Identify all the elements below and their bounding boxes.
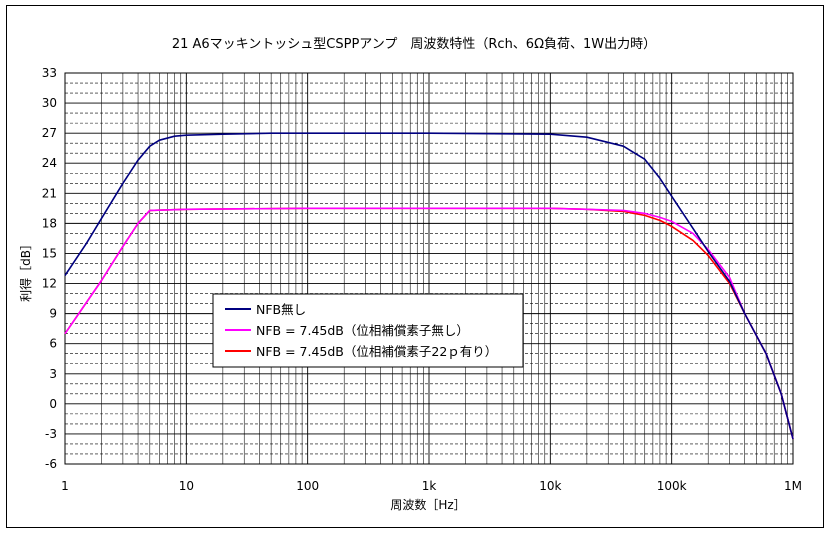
y-tick-label: -6 (45, 457, 57, 471)
x-tick-label: 1 (61, 479, 69, 493)
y-tick-label: 30 (42, 96, 57, 110)
grid (64, 72, 794, 465)
chart-title: 21 A6マッキントッシュ型CSPPアンプ 周波数特性（Rch、6Ω負荷、1W出… (172, 37, 656, 52)
y-tick-label: 21 (42, 186, 57, 200)
legend-label: NFB = 7.45dB（位相補償素子無し） (256, 323, 469, 338)
y-tick-label: 12 (42, 277, 57, 291)
x-tick-label: 100k (657, 479, 687, 493)
x-tick-label: 10k (539, 479, 561, 493)
y-tick-label: 3 (49, 367, 57, 381)
y-tick-label: 6 (49, 337, 57, 351)
series-layer (64, 132, 794, 440)
y-tick-label: -3 (45, 427, 57, 441)
legend-box (212, 293, 524, 368)
y-tick-label: 27 (42, 126, 57, 140)
y-tick-label: 18 (42, 216, 57, 230)
x-tick-label: 1k (422, 479, 437, 493)
chart-frame (6, 5, 824, 528)
y-tick-label: 33 (42, 66, 57, 80)
series-line (64, 132, 794, 440)
y-axis-label: 利得［dB］ (18, 238, 33, 302)
x-axis-label: 周波数［Hz］ (390, 497, 465, 512)
legend: NFB無し NFB = 7.45dB（位相補償素子無し） NFB = 7.45dB（… (212, 293, 524, 368)
y-tick-label: 0 (49, 397, 57, 411)
legend-label: NFB = 7.45dB（位相補償素子22ｐ有り） (256, 344, 497, 359)
legend-label: NFB無し (256, 302, 306, 317)
x-tick-label: 10 (179, 479, 194, 493)
y-tick-label: 15 (42, 246, 57, 260)
x-tick-label: 1M (784, 479, 802, 493)
x-tick-label: 100 (296, 479, 319, 493)
y-tick-label: 9 (49, 307, 57, 321)
y-tick-label: 24 (42, 156, 57, 170)
